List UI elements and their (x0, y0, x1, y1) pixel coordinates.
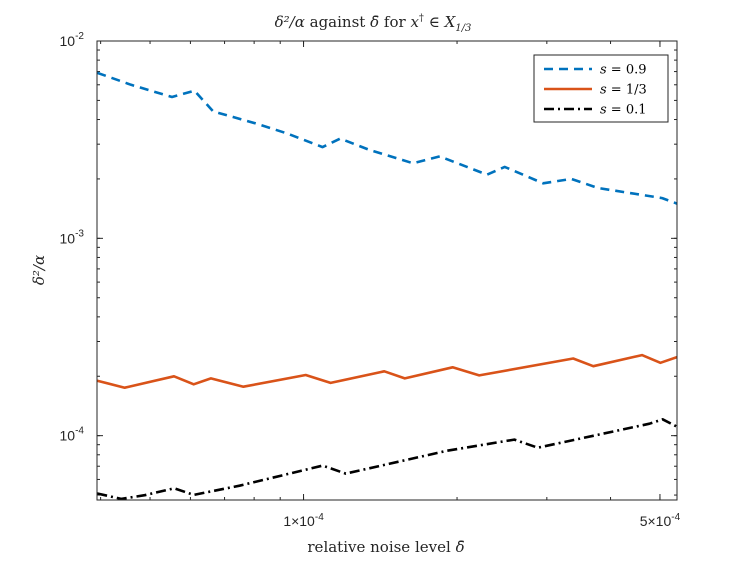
legend-label-0: s = 0.9 (600, 63, 647, 78)
chart-title: δ²/α against δ̄ for x† ∈ X1/3 (275, 7, 472, 34)
title-set: X (444, 13, 457, 31)
x-axis-label-text: relative noise level (307, 538, 451, 556)
legend-label-2: s = 0.1 (600, 103, 647, 118)
plot-area (96, 40, 678, 501)
legend-label-1: s = 1/3 (600, 83, 647, 98)
series-line-1 (97, 353, 677, 390)
series-line-2 (97, 417, 677, 500)
y-tick-label: 10-4 (60, 426, 85, 444)
title-dagger: † (419, 13, 424, 24)
title-lhs: δ²/α (275, 13, 305, 31)
x-axis-label-symbol: δ̄ (456, 538, 465, 556)
y-tick-label: 10-2 (60, 31, 85, 49)
ticks: 1×10-4 5×10-4 10-2 10-3 10-4 (60, 31, 681, 529)
series-lines (97, 71, 677, 500)
title-in: ∈ (429, 13, 440, 31)
title-set-sub: 1/3 (455, 23, 471, 34)
y-axis-label: δ²/α (30, 255, 48, 285)
title-delta-bar: δ̄ (370, 13, 379, 31)
x-axis-label: relative noise level δ̄ (307, 538, 464, 556)
legend: s = 0.9 s = 1/3 s = 0.1 (533, 54, 669, 123)
title-middle: against (310, 13, 366, 31)
y-tick-label: 10-3 (60, 228, 85, 246)
title-x: x (410, 13, 419, 31)
x-tick-label: 1×10-4 (283, 512, 324, 529)
title-for: for (384, 13, 407, 31)
x-tick-label: 5×10-4 (640, 512, 681, 529)
